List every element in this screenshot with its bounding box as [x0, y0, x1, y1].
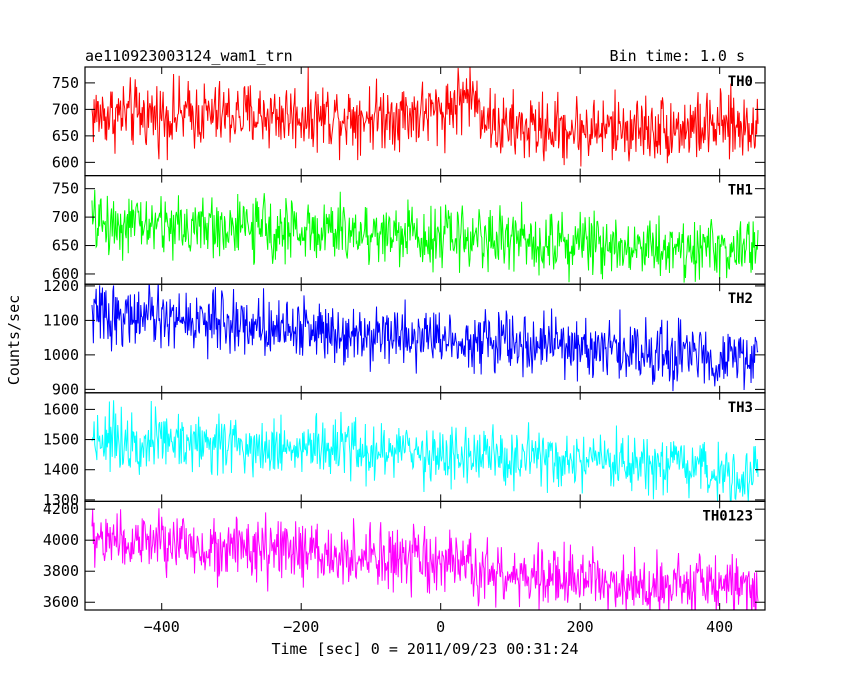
panel-th0123: 3600 3800 4000 4200 TH0123 [43, 500, 766, 611]
y-tick-label: 4000 [43, 531, 79, 549]
x-axis-label: Time [sec] 0 = 2011/09/23 00:31:24 [271, 640, 578, 658]
panel-frame [84, 66, 766, 177]
panel-frame [84, 500, 766, 611]
y-tick-label: 1600 [43, 400, 79, 418]
x-tick-label: −400 [144, 618, 180, 636]
y-tick-label: 600 [52, 153, 79, 171]
panel-label-th3: TH3 [728, 400, 753, 416]
bin-time-label: Bin time: 1.0 s [610, 47, 745, 65]
y-tick-label: 3600 [43, 593, 79, 611]
y-tick-label: 650 [52, 237, 79, 255]
panel-frame [84, 175, 766, 285]
panel-label-th0: TH0 [728, 74, 753, 90]
series-line-th1 [91, 189, 759, 283]
x-tick-label: 200 [567, 618, 594, 636]
panels-group: 600 650 700 750 TH0 600 650 700 750 TH1 900 1000 110… [43, 66, 766, 611]
panel-label-th0123: TH0123 [702, 508, 753, 524]
y-tick-label: 750 [52, 180, 79, 198]
y-tick-label: 700 [52, 100, 79, 118]
series-line-th0 [91, 67, 759, 167]
panel-th2: 900 1000 1100 1200 TH2 [43, 277, 766, 398]
panel-label-th1: TH1 [728, 183, 753, 199]
y-tick-label: 1300 [43, 491, 79, 509]
panel-th1: 600 650 700 750 TH1 [52, 175, 766, 285]
x-tick-label: −200 [283, 618, 319, 636]
y-tick-label: 700 [52, 208, 79, 226]
panel-label-th2: TH2 [728, 291, 753, 307]
y-tick-label: 3800 [43, 562, 79, 580]
y-tick-label: 600 [52, 265, 79, 283]
y-tick-label: 1000 [43, 346, 79, 364]
y-tick-label: 750 [52, 74, 79, 92]
y-tick-label: 1500 [43, 431, 79, 449]
y-tick-label: 4200 [43, 500, 79, 518]
series-line-th3 [91, 400, 759, 502]
panel-th3: 1300 1400 1500 1600 TH3 [43, 392, 766, 509]
chart-title: ae110923003124_wam1_trn [85, 47, 293, 65]
series-line-th0123 [91, 508, 759, 610]
y-axis-label: Counts/sec [5, 295, 23, 385]
panel-th0: 600 650 700 750 TH0 [52, 66, 766, 177]
series-line-th2 [91, 284, 759, 392]
y-tick-label: 1100 [43, 311, 79, 329]
y-tick-label: 900 [52, 380, 79, 398]
x-axis: −400 −200 0 200 400 [144, 618, 734, 636]
y-tick-label: 650 [52, 127, 79, 145]
x-tick-label: 400 [706, 618, 733, 636]
panel-frame [84, 283, 766, 394]
x-tick-label: 0 [436, 618, 445, 636]
y-tick-label: 1200 [43, 277, 79, 295]
y-tick-label: 1400 [43, 461, 79, 479]
